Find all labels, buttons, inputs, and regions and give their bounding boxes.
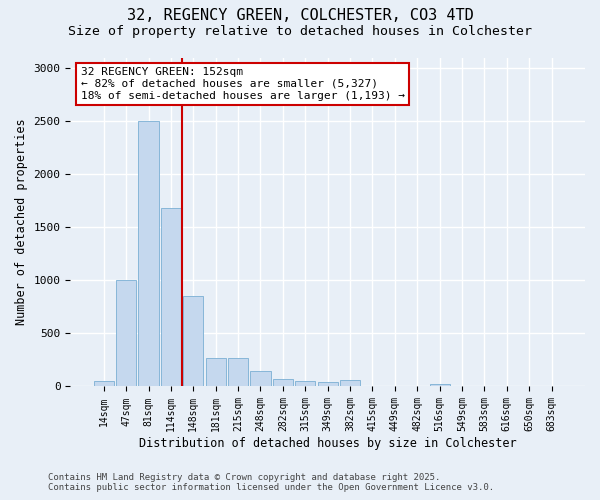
Bar bbox=[116, 280, 136, 386]
Text: Size of property relative to detached houses in Colchester: Size of property relative to detached ho… bbox=[68, 25, 532, 38]
Y-axis label: Number of detached properties: Number of detached properties bbox=[15, 118, 28, 326]
Bar bbox=[228, 358, 248, 386]
Bar bbox=[250, 370, 271, 386]
Bar bbox=[94, 381, 114, 386]
Bar bbox=[183, 296, 203, 386]
Bar bbox=[340, 380, 360, 386]
Bar bbox=[273, 379, 293, 386]
Bar bbox=[206, 358, 226, 386]
Bar bbox=[139, 121, 158, 386]
Bar bbox=[295, 381, 316, 386]
Bar bbox=[161, 208, 181, 386]
Text: 32 REGENCY GREEN: 152sqm
← 82% of detached houses are smaller (5,327)
18% of sem: 32 REGENCY GREEN: 152sqm ← 82% of detach… bbox=[80, 68, 404, 100]
Bar bbox=[430, 384, 449, 386]
Text: 32, REGENCY GREEN, COLCHESTER, CO3 4TD: 32, REGENCY GREEN, COLCHESTER, CO3 4TD bbox=[127, 8, 473, 22]
X-axis label: Distribution of detached houses by size in Colchester: Distribution of detached houses by size … bbox=[139, 437, 517, 450]
Text: Contains HM Land Registry data © Crown copyright and database right 2025.
Contai: Contains HM Land Registry data © Crown c… bbox=[48, 473, 494, 492]
Bar bbox=[317, 382, 338, 386]
